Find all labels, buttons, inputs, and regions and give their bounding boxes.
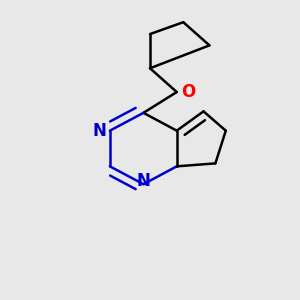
Text: N: N [92, 122, 106, 140]
Text: N: N [136, 172, 150, 190]
Text: O: O [182, 83, 196, 101]
